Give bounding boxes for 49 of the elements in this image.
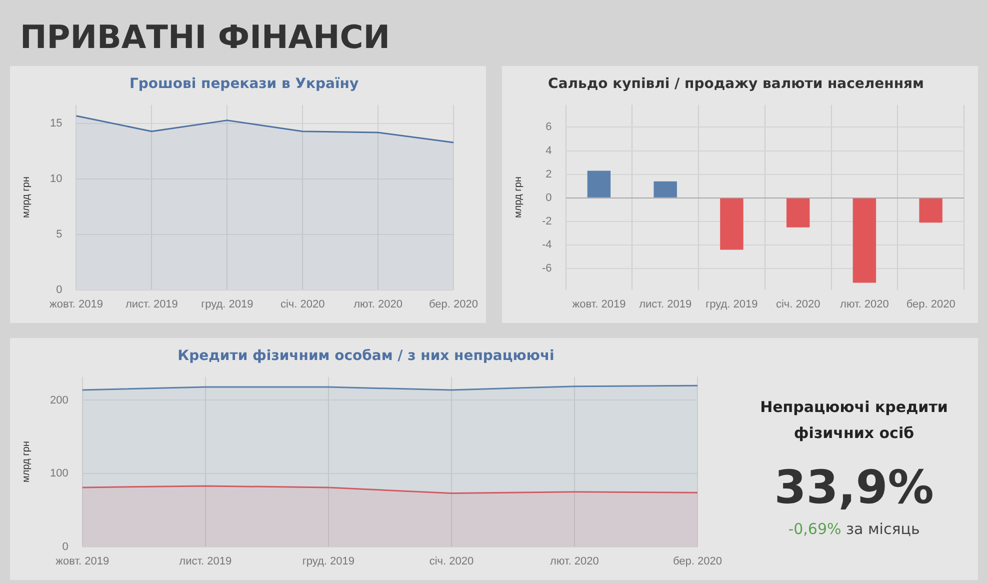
- x-tick-label: січ. 2020: [429, 555, 474, 568]
- x-tick-label: бер. 2020: [429, 298, 478, 310]
- bar: [786, 198, 810, 228]
- x-tick-label: лист. 2019: [125, 298, 178, 310]
- x-tick-label: жовт. 2019: [49, 298, 103, 310]
- y-tick-label: 10: [50, 173, 62, 186]
- chart-title: Сальдо купівлі / продажу валюти населенням: [548, 76, 924, 92]
- y-tick-label: 15: [50, 118, 62, 130]
- x-tick-label: лют. 2020: [550, 555, 599, 568]
- y-axis-title: млрд грн: [20, 176, 32, 218]
- y-tick-label: 2: [546, 168, 552, 180]
- y-tick-label: 0: [62, 540, 68, 553]
- y-tick-label: -4: [542, 239, 552, 252]
- bar: [919, 198, 942, 223]
- x-tick-label: лют. 2020: [354, 298, 402, 310]
- text: 33,9%: [773, 460, 935, 514]
- x-tick-label: груд. 2019: [201, 298, 254, 310]
- bar: [852, 198, 876, 283]
- bar: [654, 181, 677, 198]
- y-tick-label: 100: [50, 468, 68, 480]
- x-tick-label: січ. 2020: [280, 298, 325, 310]
- y-axis-title: млрд грн: [20, 441, 32, 482]
- bar: [587, 170, 611, 198]
- text: Непрацюючі кредити фізичних осіб: [759, 397, 949, 444]
- y-tick-label: -6: [542, 262, 552, 275]
- text: -0,69%: [788, 520, 842, 538]
- bar: [720, 198, 744, 250]
- chart-title: Грошові перекази в Україну: [129, 76, 359, 92]
- y-tick-label: 5: [56, 228, 62, 240]
- text: за місяць: [845, 520, 920, 538]
- chart-title: Кредити фізичним особам / з них непрацюючі: [178, 348, 554, 364]
- y-tick-label: 4: [546, 144, 552, 157]
- y-tick-label: 0: [546, 192, 552, 204]
- y-tick-label: -2: [542, 215, 552, 228]
- x-tick-label: лист. 2019: [179, 555, 232, 568]
- x-tick-label: груд. 2019: [706, 298, 758, 310]
- x-tick-label: жовт. 2019: [56, 555, 110, 568]
- x-tick-label: бер. 2020: [673, 555, 722, 568]
- y-tick-label: 0: [56, 284, 62, 296]
- x-tick-label: жовт. 2019: [572, 298, 626, 310]
- x-tick-label: січ. 2020: [776, 298, 820, 310]
- y-tick-label: 6: [546, 121, 552, 134]
- x-tick-label: груд. 2019: [302, 555, 354, 568]
- x-tick-label: бер. 2020: [906, 298, 956, 310]
- y-tick-label: 200: [50, 394, 68, 406]
- x-tick-label: лист. 2019: [639, 298, 692, 310]
- text: ПРИВАТНІ ФІНАНСИ: [20, 18, 390, 56]
- y-axis-title: млрд грн: [512, 176, 524, 218]
- x-tick-label: лют. 2020: [840, 298, 889, 310]
